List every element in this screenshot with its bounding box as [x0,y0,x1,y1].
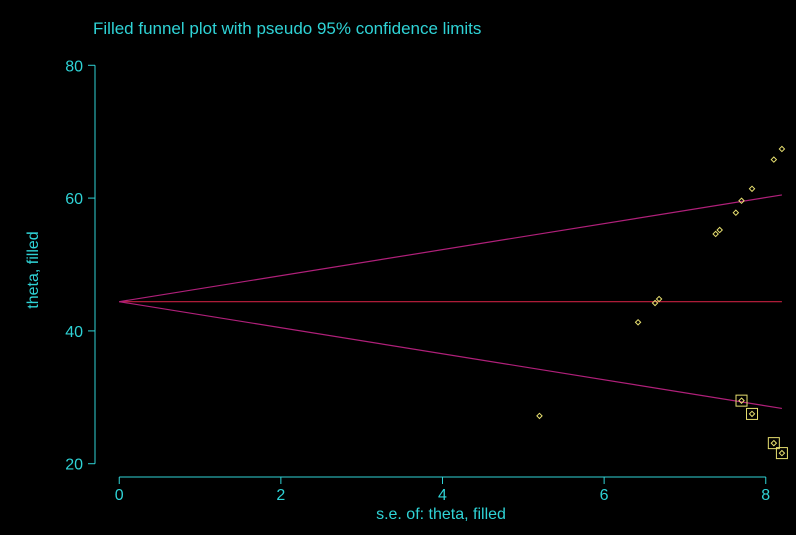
observed-study-point [716,226,723,234]
filled-study-box [775,447,788,460]
chart-title: Filled funnel plot with pseudo 95% confi… [93,19,481,38]
y-axis-title: theta, filled [25,231,42,308]
y-tick-label: 60 [65,191,83,208]
observed-study-point [778,145,786,153]
observed-study-point [655,295,663,303]
observed-study-point [748,185,756,193]
x-tick-label: 2 [276,487,285,504]
lower-confidence-limit [119,301,783,410]
observed-study-point [732,209,740,217]
y-tick-label: 40 [65,324,83,341]
observed-study-point [712,230,719,238]
axes: 20 40 60 80 0 2 4 6 8 [65,58,770,504]
observed-study-point [738,197,745,205]
funnel-lines [119,194,783,410]
upper-confidence-limit [119,194,783,303]
filled-study-box [735,394,748,407]
x-tick-label: 0 [115,487,124,504]
x-tick-label: 6 [600,487,609,504]
filled-study-diamond [748,410,756,418]
observed-study-point [536,412,543,420]
observed-study-point [634,318,642,326]
x-tick-label: 4 [438,487,447,504]
filled-study-box [746,407,759,420]
filled-study-point [735,394,748,407]
filled-study-diamond [770,439,778,447]
filled-study-point [775,447,788,460]
filled-study-diamond [738,397,745,404]
data-points [536,145,788,460]
observed-study-point [651,299,659,307]
filled-study-diamond [778,449,786,457]
filled-study-point [767,437,780,450]
filled-study-point [746,407,759,420]
y-tick-label: 80 [65,58,83,75]
filled-study-box [767,437,780,450]
observed-study-point [770,156,778,163]
x-axis-title: s.e. of: theta, filled [376,506,506,523]
y-tick-label: 20 [65,457,83,474]
x-tick-label: 8 [761,487,770,504]
